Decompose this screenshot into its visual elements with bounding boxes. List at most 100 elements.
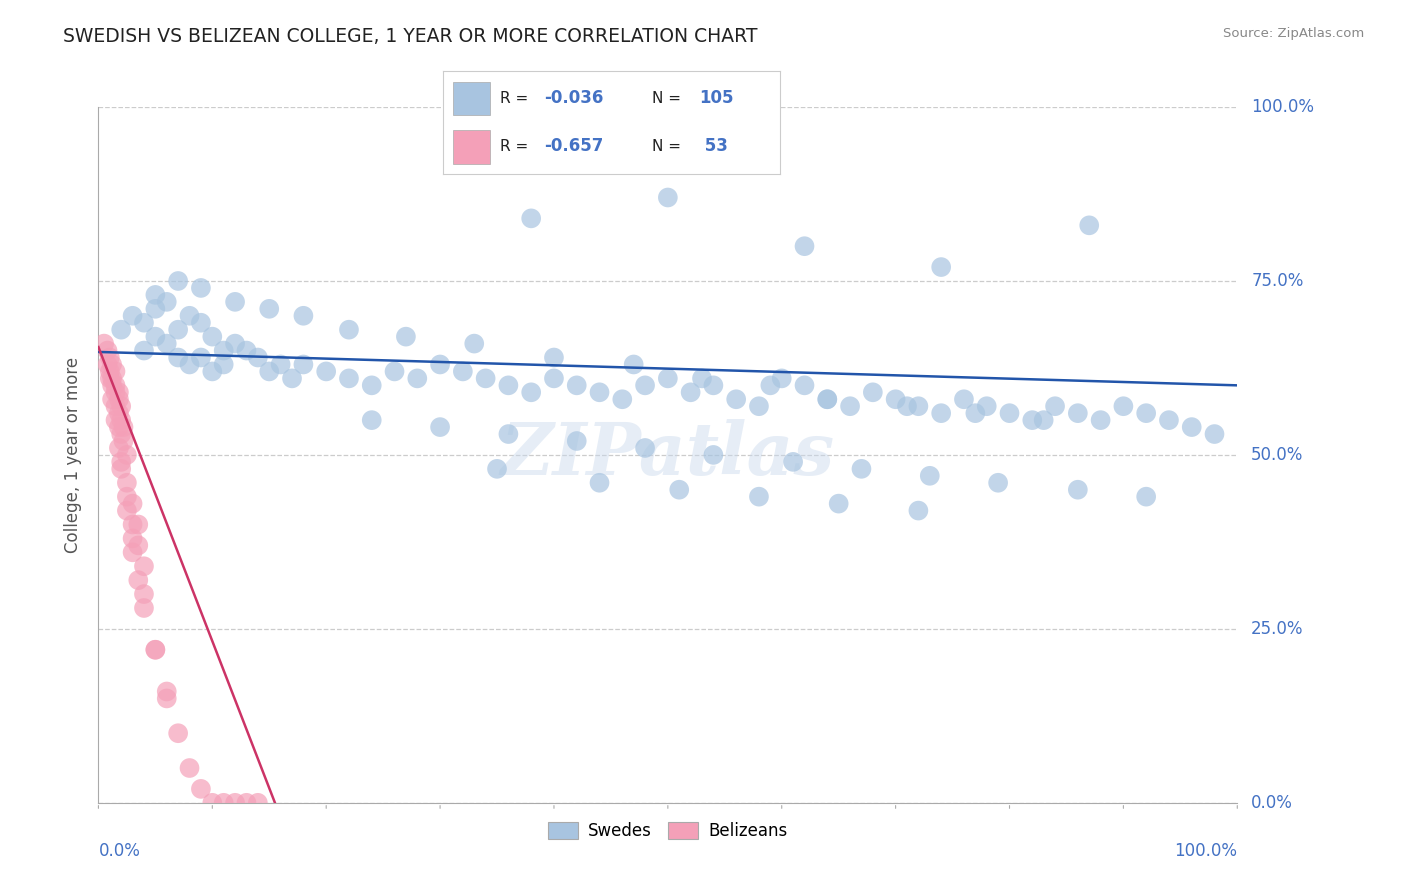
Point [929,260,952,274]
Point [104,364,127,378]
Legend: Swedes, Belizeans: Swedes, Belizeans [541,815,794,847]
Point [918,468,941,483]
Point [1067,483,1090,497]
Point [201,329,224,343]
Point [1204,427,1226,442]
Point [612,392,634,407]
Text: 0.0%: 0.0% [1251,794,1294,812]
Point [224,796,246,810]
Point [224,336,246,351]
Point [179,309,201,323]
Point [132,601,155,615]
Point [987,475,1010,490]
Point [565,434,588,448]
Point [115,475,138,490]
Point [1032,413,1054,427]
Point [828,497,851,511]
Text: N =: N = [652,90,686,105]
Point [132,559,155,574]
Point [543,351,565,365]
Point [108,441,131,455]
Point [748,399,770,413]
Point [212,358,235,372]
Point [259,364,281,378]
Point [98,351,121,365]
Point [98,364,121,378]
Point [1157,413,1180,427]
Point [588,475,610,490]
Point [212,796,235,810]
Point [132,316,155,330]
Point [108,406,131,420]
Text: -0.036: -0.036 [544,89,603,107]
Point [451,364,474,378]
Text: 100.0%: 100.0% [1251,98,1315,116]
Point [486,462,509,476]
Point [110,462,132,476]
Point [748,490,770,504]
Point [96,358,118,372]
Point [145,642,167,657]
Point [292,358,315,372]
Point [96,343,118,358]
Point [259,301,281,316]
Point [101,358,124,372]
Point [395,329,418,343]
Point [429,358,451,372]
Point [104,413,127,427]
Point [384,364,406,378]
Point [702,378,724,392]
Point [1112,399,1135,413]
Point [110,427,132,442]
Point [907,399,929,413]
Point [315,364,337,378]
Point [179,358,201,372]
Point [145,288,167,302]
Point [101,371,124,385]
Point [145,329,167,343]
Point [104,399,127,413]
Point [429,420,451,434]
Text: 75.0%: 75.0% [1251,272,1303,290]
Point [246,351,269,365]
Point [167,726,190,740]
Point [770,371,793,385]
Point [212,343,235,358]
Point [246,796,269,810]
Point [702,448,724,462]
Text: R =: R = [501,90,533,105]
Point [121,497,143,511]
Point [474,371,496,385]
Point [235,796,257,810]
Point [406,371,429,385]
Text: 100.0%: 100.0% [1174,842,1237,860]
Point [862,385,884,400]
Point [998,406,1021,420]
Point [101,392,124,407]
Point [839,399,862,413]
Point [690,371,713,385]
Bar [453,81,491,115]
Point [145,301,167,316]
Text: Source: ZipAtlas.com: Source: ZipAtlas.com [1223,27,1364,40]
Point [976,399,998,413]
Point [281,371,304,385]
Point [1021,413,1043,427]
Point [190,281,212,295]
Point [93,336,115,351]
Text: 50.0%: 50.0% [1251,446,1303,464]
Point [793,239,815,253]
Text: ZIPatlas: ZIPatlas [501,419,835,491]
Point [145,642,167,657]
Text: 53: 53 [699,137,728,155]
Point [634,378,657,392]
Point [121,545,143,559]
Point [112,420,135,434]
Point [793,378,815,392]
Point [851,462,873,476]
Point [156,684,179,698]
Point [498,378,520,392]
Point [235,343,257,358]
Text: 25.0%: 25.0% [1251,620,1303,638]
Point [498,427,520,442]
